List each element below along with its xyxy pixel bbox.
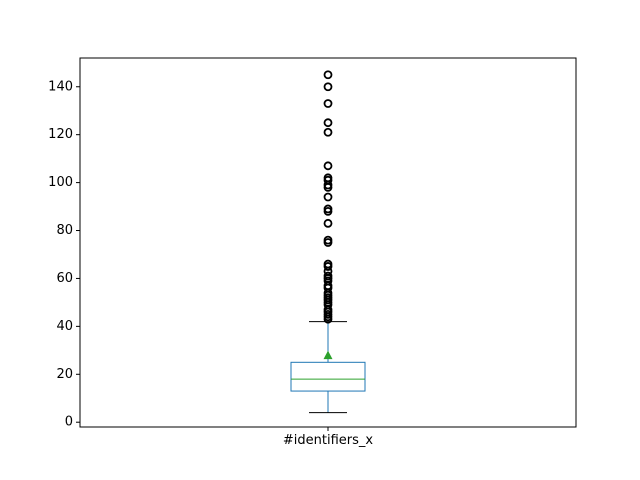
mean-marker xyxy=(323,350,333,360)
y-tick-label: 60 xyxy=(56,271,73,286)
plot-frame xyxy=(79,57,577,428)
y-tick-label: 0 xyxy=(65,415,73,430)
outlier-point xyxy=(323,173,333,183)
outlier-point xyxy=(323,127,333,137)
outlier-point xyxy=(323,70,333,80)
y-tick-label: 20 xyxy=(56,367,73,382)
x-axis: #identifiers_x xyxy=(283,427,374,448)
outlier-point xyxy=(323,235,333,245)
outlier-point xyxy=(323,118,333,128)
box-series xyxy=(290,70,366,414)
outlier-point xyxy=(323,204,333,214)
y-tick-label: 80 xyxy=(56,223,73,238)
outlier-point xyxy=(323,192,333,202)
outlier-point xyxy=(323,99,333,108)
y-tick-label: 100 xyxy=(48,175,73,190)
y-tick-label: 140 xyxy=(48,79,73,94)
iqr-box xyxy=(290,361,366,392)
outlier-point xyxy=(323,161,333,171)
outlier-point xyxy=(323,218,333,228)
outlier-point xyxy=(323,259,333,269)
y-tick-label: 120 xyxy=(48,127,73,142)
outlier-point xyxy=(323,82,333,92)
plot-area xyxy=(80,58,576,427)
outlier-point xyxy=(323,271,333,281)
y-axis: 0 20 40 60 80 100 120 140 xyxy=(48,79,80,430)
y-tick-label: 40 xyxy=(56,319,73,334)
x-tick-label: #identifiers_x xyxy=(283,433,374,448)
